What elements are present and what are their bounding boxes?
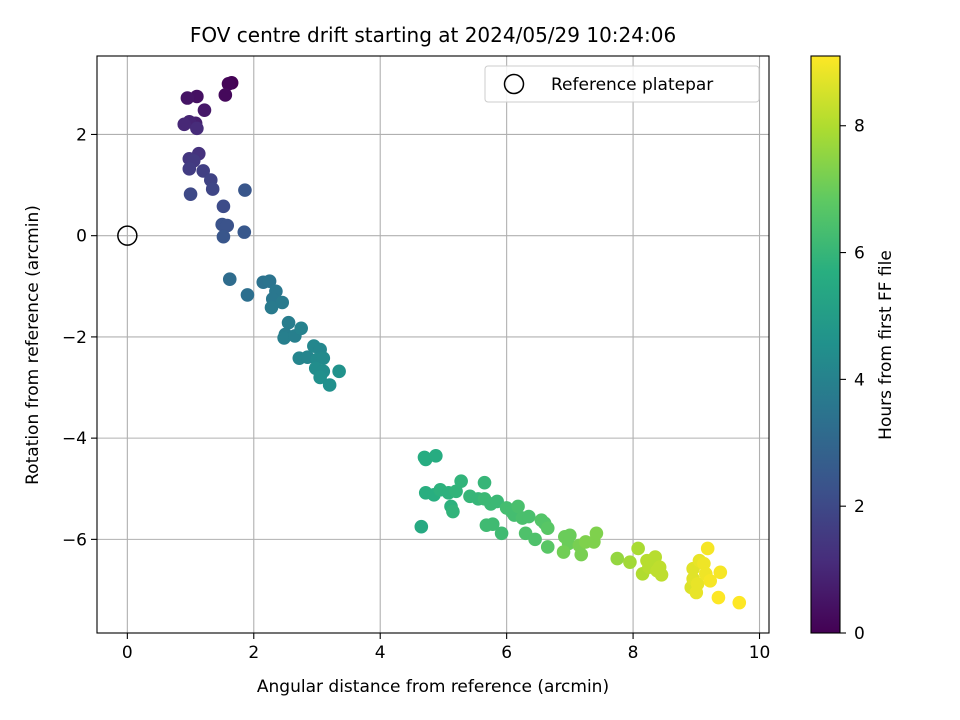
colorbar-tick-label: 8 bbox=[854, 117, 865, 137]
data-point bbox=[610, 551, 625, 566]
data-point bbox=[277, 331, 291, 345]
data-point bbox=[220, 218, 235, 233]
data-point bbox=[454, 474, 468, 488]
data-point bbox=[180, 91, 195, 105]
data-point bbox=[322, 378, 337, 392]
data-point bbox=[222, 272, 237, 287]
axis-ticks: 0 2 4 6 8 10 −6 −4 −2 0 2 bbox=[62, 125, 770, 663]
data-point bbox=[713, 565, 728, 580]
data-point bbox=[556, 545, 571, 559]
grid-lines bbox=[97, 56, 769, 633]
y-tick-label: −6 bbox=[62, 530, 87, 550]
x-tick-label: 8 bbox=[628, 643, 639, 663]
data-point bbox=[648, 550, 663, 564]
data-points bbox=[177, 76, 747, 610]
colorbar: 0 2 4 6 8 Hours from first FF file bbox=[810, 55, 896, 644]
data-point bbox=[700, 541, 715, 556]
data-point bbox=[190, 121, 204, 136]
data-point bbox=[631, 541, 645, 556]
data-point bbox=[294, 321, 308, 336]
data-point bbox=[494, 526, 509, 541]
data-point bbox=[697, 556, 711, 571]
data-point bbox=[511, 499, 525, 514]
data-point bbox=[216, 199, 231, 214]
data-point bbox=[196, 164, 211, 178]
colorbar-tick-label: 2 bbox=[854, 497, 865, 517]
data-point bbox=[477, 475, 492, 490]
data-point bbox=[262, 274, 277, 289]
data-point bbox=[240, 288, 255, 302]
y-tick-label: −4 bbox=[62, 429, 87, 449]
data-point bbox=[316, 351, 331, 365]
colorbar-ticks: 0 2 4 6 8 bbox=[840, 117, 865, 644]
data-point bbox=[563, 528, 577, 543]
data-point bbox=[490, 494, 504, 509]
colorbar-gradient bbox=[811, 56, 840, 633]
legend-box bbox=[484, 65, 760, 103]
data-point bbox=[238, 183, 252, 197]
x-tick-label: 4 bbox=[375, 643, 386, 663]
data-point bbox=[313, 370, 327, 385]
data-point bbox=[540, 540, 555, 554]
reference-marker-layer bbox=[117, 225, 138, 246]
data-point bbox=[528, 532, 542, 547]
data-point bbox=[446, 504, 460, 519]
data-point bbox=[281, 315, 296, 330]
data-point bbox=[540, 521, 555, 536]
colorbar-tick-label: 4 bbox=[854, 370, 865, 390]
data-point bbox=[521, 509, 536, 524]
colorbar-tick-label: 0 bbox=[854, 624, 865, 644]
data-point bbox=[414, 519, 429, 534]
plot-frame bbox=[96, 55, 770, 634]
x-tick-label: 6 bbox=[501, 643, 512, 663]
data-point bbox=[182, 162, 197, 176]
data-point bbox=[449, 484, 463, 499]
data-point bbox=[732, 595, 747, 610]
data-point bbox=[264, 300, 279, 315]
y-tick-label: 0 bbox=[76, 227, 87, 247]
data-point bbox=[623, 555, 637, 569]
data-point bbox=[703, 574, 718, 588]
legend-label: Reference platepar bbox=[551, 75, 713, 95]
data-point bbox=[429, 449, 443, 463]
data-point bbox=[177, 117, 192, 132]
data-point bbox=[183, 187, 198, 201]
data-point bbox=[485, 517, 500, 531]
data-point bbox=[689, 585, 704, 600]
y-tick-label: 2 bbox=[76, 125, 87, 145]
data-point bbox=[218, 88, 233, 102]
colorbar-label: Hours from first FF file bbox=[876, 250, 896, 440]
x-axis-label: Angular distance from reference (arcmin) bbox=[257, 677, 609, 697]
data-point bbox=[711, 590, 726, 605]
legend-circle-icon bbox=[503, 73, 525, 95]
data-point bbox=[332, 364, 346, 379]
x-tick-label: 2 bbox=[248, 643, 259, 663]
data-point bbox=[197, 103, 212, 117]
colorbar-frame bbox=[810, 55, 841, 634]
chart-title: FOV centre drift starting at 2024/05/29 … bbox=[190, 23, 676, 47]
y-tick-label: −2 bbox=[62, 328, 87, 348]
data-point bbox=[237, 225, 252, 239]
reference-platepar-marker bbox=[117, 225, 138, 246]
data-point bbox=[275, 295, 290, 310]
data-point bbox=[574, 547, 589, 562]
data-point bbox=[221, 77, 236, 91]
data-point bbox=[654, 567, 669, 582]
data-point bbox=[205, 182, 220, 196]
data-point bbox=[216, 229, 231, 244]
colorbar-tick-label: 6 bbox=[854, 244, 865, 264]
x-tick-label: 0 bbox=[122, 643, 133, 663]
x-tick-label: 10 bbox=[749, 643, 771, 663]
y-axis-label: Rotation from reference (arcmin) bbox=[23, 205, 43, 485]
legend: Reference platepar bbox=[484, 65, 760, 103]
data-point bbox=[589, 526, 604, 541]
